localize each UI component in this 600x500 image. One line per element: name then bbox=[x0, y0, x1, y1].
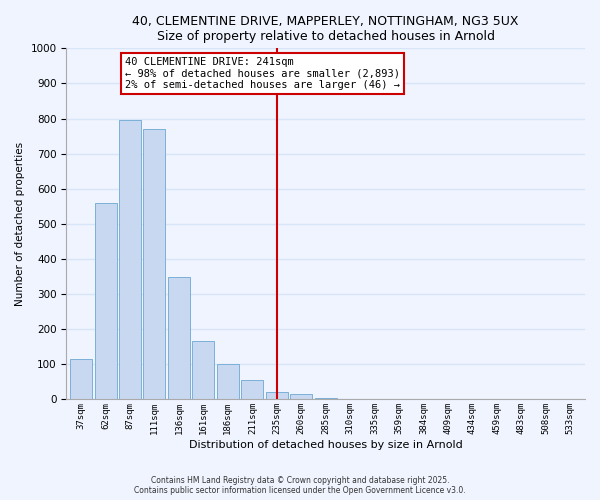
Bar bbox=[266, 392, 288, 400]
Bar bbox=[290, 394, 312, 400]
Bar bbox=[143, 129, 166, 400]
Y-axis label: Number of detached properties: Number of detached properties bbox=[15, 142, 25, 306]
Bar bbox=[241, 380, 263, 400]
Bar bbox=[217, 364, 239, 400]
Bar bbox=[339, 398, 361, 400]
Title: 40, CLEMENTINE DRIVE, MAPPERLEY, NOTTINGHAM, NG3 5UX
Size of property relative t: 40, CLEMENTINE DRIVE, MAPPERLEY, NOTTING… bbox=[133, 15, 519, 43]
Bar bbox=[314, 398, 337, 400]
Bar bbox=[119, 120, 141, 400]
Text: 40 CLEMENTINE DRIVE: 241sqm
← 98% of detached houses are smaller (2,893)
2% of s: 40 CLEMENTINE DRIVE: 241sqm ← 98% of det… bbox=[125, 57, 400, 90]
Text: Contains HM Land Registry data © Crown copyright and database right 2025.
Contai: Contains HM Land Registry data © Crown c… bbox=[134, 476, 466, 495]
X-axis label: Distribution of detached houses by size in Arnold: Distribution of detached houses by size … bbox=[189, 440, 463, 450]
Bar bbox=[95, 203, 116, 400]
Bar bbox=[168, 276, 190, 400]
Bar bbox=[70, 359, 92, 400]
Bar bbox=[193, 342, 214, 400]
